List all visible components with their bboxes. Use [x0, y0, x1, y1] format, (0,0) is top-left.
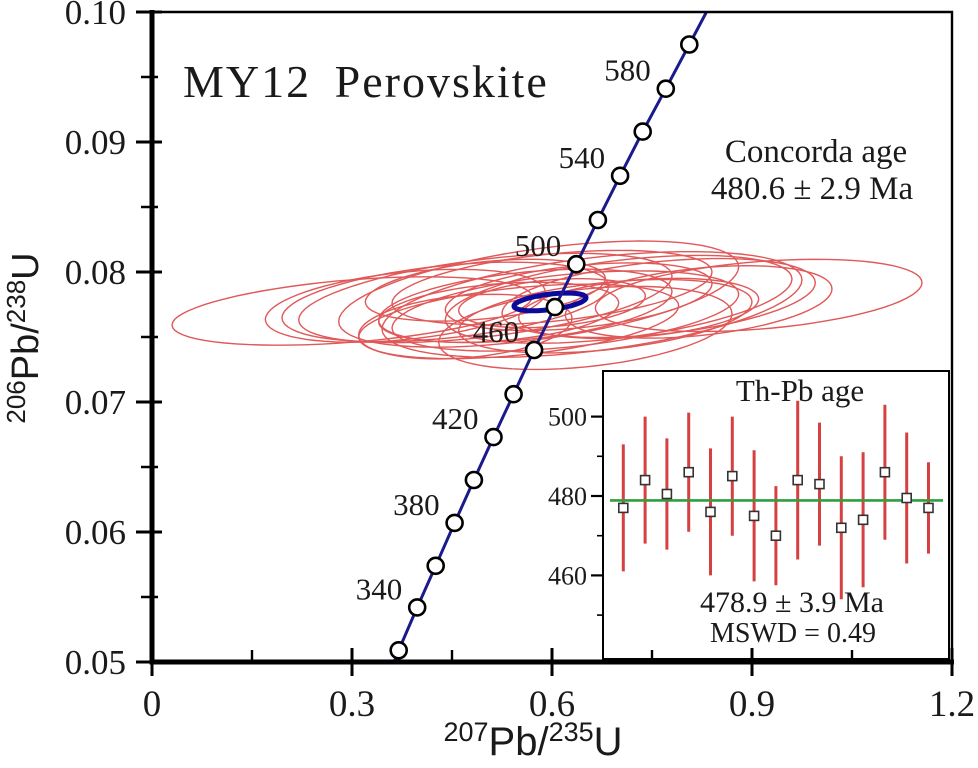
- inset-y-tick-label: 500: [548, 403, 587, 432]
- concordia-marker: [588, 210, 608, 230]
- inset-axis-layer: 500 480 460: [548, 403, 604, 616]
- analysis-marker: [835, 522, 847, 534]
- concordia-marker: [504, 384, 523, 404]
- axis-tick-layer: 0 0.3 0.6 0.9 1.2 0.05 0.06 0.07 0.08 0.09 0.10: [65, 0, 975, 725]
- y-tick-label: 0.10: [65, 0, 126, 32]
- analysis-marker: [661, 488, 673, 500]
- y-tick-label: 0.07: [65, 383, 126, 422]
- x-tick-label: 0.6: [529, 684, 575, 725]
- error-ellipse: [457, 278, 647, 329]
- concordia-marker: [445, 513, 464, 533]
- analysis-marker: [923, 502, 934, 514]
- inset-mswd-label: MSWD = 0.49: [710, 618, 876, 649]
- analysis-marker: [639, 474, 651, 486]
- concordia-age-label: 380: [393, 487, 440, 522]
- concordia-marker: [426, 556, 446, 576]
- analysis-marker: [726, 470, 738, 482]
- concordia-layer: 340 380 420 460 500 540 580: [356, 12, 709, 662]
- x-axis-title-sup1: 207: [443, 717, 488, 747]
- analysis-marker: [857, 514, 869, 526]
- analysis-marker: [617, 502, 629, 514]
- concordia-age-label: 500: [515, 228, 562, 263]
- x-tick-label: 0.3: [329, 684, 375, 725]
- analysis-marker: [748, 510, 760, 522]
- error-ellipse: [457, 278, 753, 354]
- analysis-marker: [792, 474, 804, 486]
- inset-y-tick-label: 480: [548, 482, 587, 511]
- error-ellipse: [444, 254, 793, 344]
- analysis-marker: [901, 492, 913, 504]
- concordia-age-label: 420: [432, 401, 479, 436]
- concordia-age-label: 460: [473, 314, 520, 349]
- y-tick-label: 0.08: [65, 253, 126, 292]
- error-ellipse: [357, 283, 680, 360]
- inset-result-label: 478.9 ± 3.9 Ma: [700, 586, 884, 619]
- concordia-marker: [407, 598, 427, 617]
- error-ellipse: [381, 251, 803, 358]
- y-tick-label: 0.09: [65, 123, 126, 162]
- concordia-marker: [610, 166, 630, 186]
- y-tick-label: 0.06: [65, 513, 126, 552]
- y-axis-title-sup2: 238: [1, 280, 31, 323]
- analysis-marker: [814, 478, 825, 490]
- concordia-marker: [524, 340, 544, 360]
- concordia-marker: [633, 122, 653, 141]
- inset-title: Th-Pb age: [736, 373, 864, 408]
- analysis-marker: [705, 506, 716, 518]
- inset-data-layer: [610, 400, 943, 600]
- concordia-marker: [484, 427, 503, 447]
- concordia-age-annotation-line1: Concorda age: [725, 134, 907, 170]
- x-axis-title-base: U: [594, 720, 623, 764]
- concordia-marker: [566, 254, 586, 274]
- y-axis-title: 206Pb/238U: [1, 252, 47, 423]
- concordia-marker: [656, 79, 676, 98]
- error-ellipse: [501, 257, 817, 339]
- x-tick-label: 1.2: [929, 684, 975, 725]
- y-axis-title-mid: Pb/: [5, 323, 47, 380]
- concordia-age-annotation-line2: 480.6 ± 2.9 Ma: [711, 171, 914, 207]
- x-tick-label: 0: [143, 684, 162, 725]
- analysis-marker: [879, 466, 891, 478]
- error-ellipse: [517, 277, 760, 340]
- error-ellipse: [337, 240, 740, 348]
- x-tick-label: 0.9: [729, 684, 775, 725]
- concordia-age-label: 580: [604, 53, 651, 88]
- concordia-marker: [464, 470, 484, 490]
- x-axis-title-sup2: 235: [549, 717, 594, 747]
- x-axis-title-mid: Pb/: [489, 720, 550, 764]
- error-ellipse: [264, 268, 547, 343]
- error-ellipse: [297, 252, 673, 344]
- error-ellipse: [437, 285, 733, 371]
- error-ellipse: [281, 261, 610, 343]
- figure-title: MY12 Perovskite: [183, 56, 549, 107]
- error-ellipse-layer: [171, 240, 923, 371]
- concordia-marker: [679, 35, 699, 54]
- y-axis-title-base: U: [5, 252, 47, 279]
- y-tick-label: 0.05: [65, 643, 126, 682]
- error-ellipse: [564, 264, 833, 339]
- error-ellipse: [594, 258, 923, 333]
- concordia-marker: [389, 640, 409, 660]
- concordia-age-label: 540: [559, 140, 606, 175]
- x-axis-title: 207Pb/235U: [443, 717, 622, 764]
- concordia-age-ellipse: [511, 290, 589, 314]
- analysis-marker: [770, 530, 782, 542]
- error-ellipse: [171, 276, 533, 346]
- inset-y-tick-label: 460: [548, 561, 587, 590]
- analysis-marker: [683, 466, 695, 478]
- y-axis-title-sup1: 206: [1, 380, 31, 423]
- concordia-marker: [545, 297, 565, 317]
- concordia-age-label: 340: [356, 571, 403, 606]
- plot-border-top-right: [152, 10, 954, 662]
- error-ellipse: [391, 249, 713, 326]
